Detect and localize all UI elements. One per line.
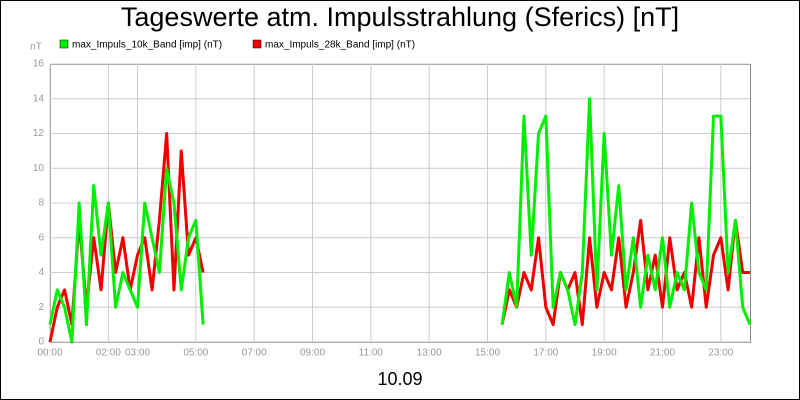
x-tick-label: 17:00 (533, 348, 558, 359)
legend-swatch (252, 39, 262, 49)
y-tick-label: 14 (33, 93, 45, 104)
x-tick-label: 00:00 (37, 348, 62, 359)
y-tick-label: 4 (38, 267, 44, 278)
chart-title: Tageswerte atm. Impulsstrahlung (Sferics… (121, 2, 679, 32)
y-tick-label: 8 (38, 198, 44, 209)
y-tick-label: 2 (38, 302, 44, 313)
x-tick-label: 21:00 (650, 348, 675, 359)
x-tick-label: 15:00 (475, 348, 500, 359)
y-tick-label: 12 (33, 128, 45, 139)
y-tick-label: 0 (38, 337, 44, 348)
series-line (48, 97, 752, 344)
x-tick-label: 19:00 (592, 348, 617, 359)
x-tick-label: 11:00 (359, 348, 384, 359)
x-tick-label: 03:00 (125, 348, 150, 359)
x-tick-label: 07:00 (242, 348, 267, 359)
y-tick-label: 10 (33, 163, 45, 174)
x-tick-label: 23:00 (708, 348, 733, 359)
x-tick-label: 13:00 (417, 348, 442, 359)
x-label: 10.09 (377, 369, 422, 389)
y-tick-label: 16 (33, 59, 45, 70)
x-tick-label: 02:00 (96, 348, 121, 359)
x-tick-label: 09:00 (300, 348, 325, 359)
legend-label: max_Impuls_28k_Band [imp] (nT) (265, 40, 415, 51)
y-tick-label: 6 (38, 232, 44, 243)
y-unit: nT (30, 42, 42, 53)
legend-label: max_Impuls_10k_Band [imp] (nT) (72, 40, 222, 51)
x-tick-label: 05:00 (183, 348, 208, 359)
legend-swatch (59, 39, 69, 49)
